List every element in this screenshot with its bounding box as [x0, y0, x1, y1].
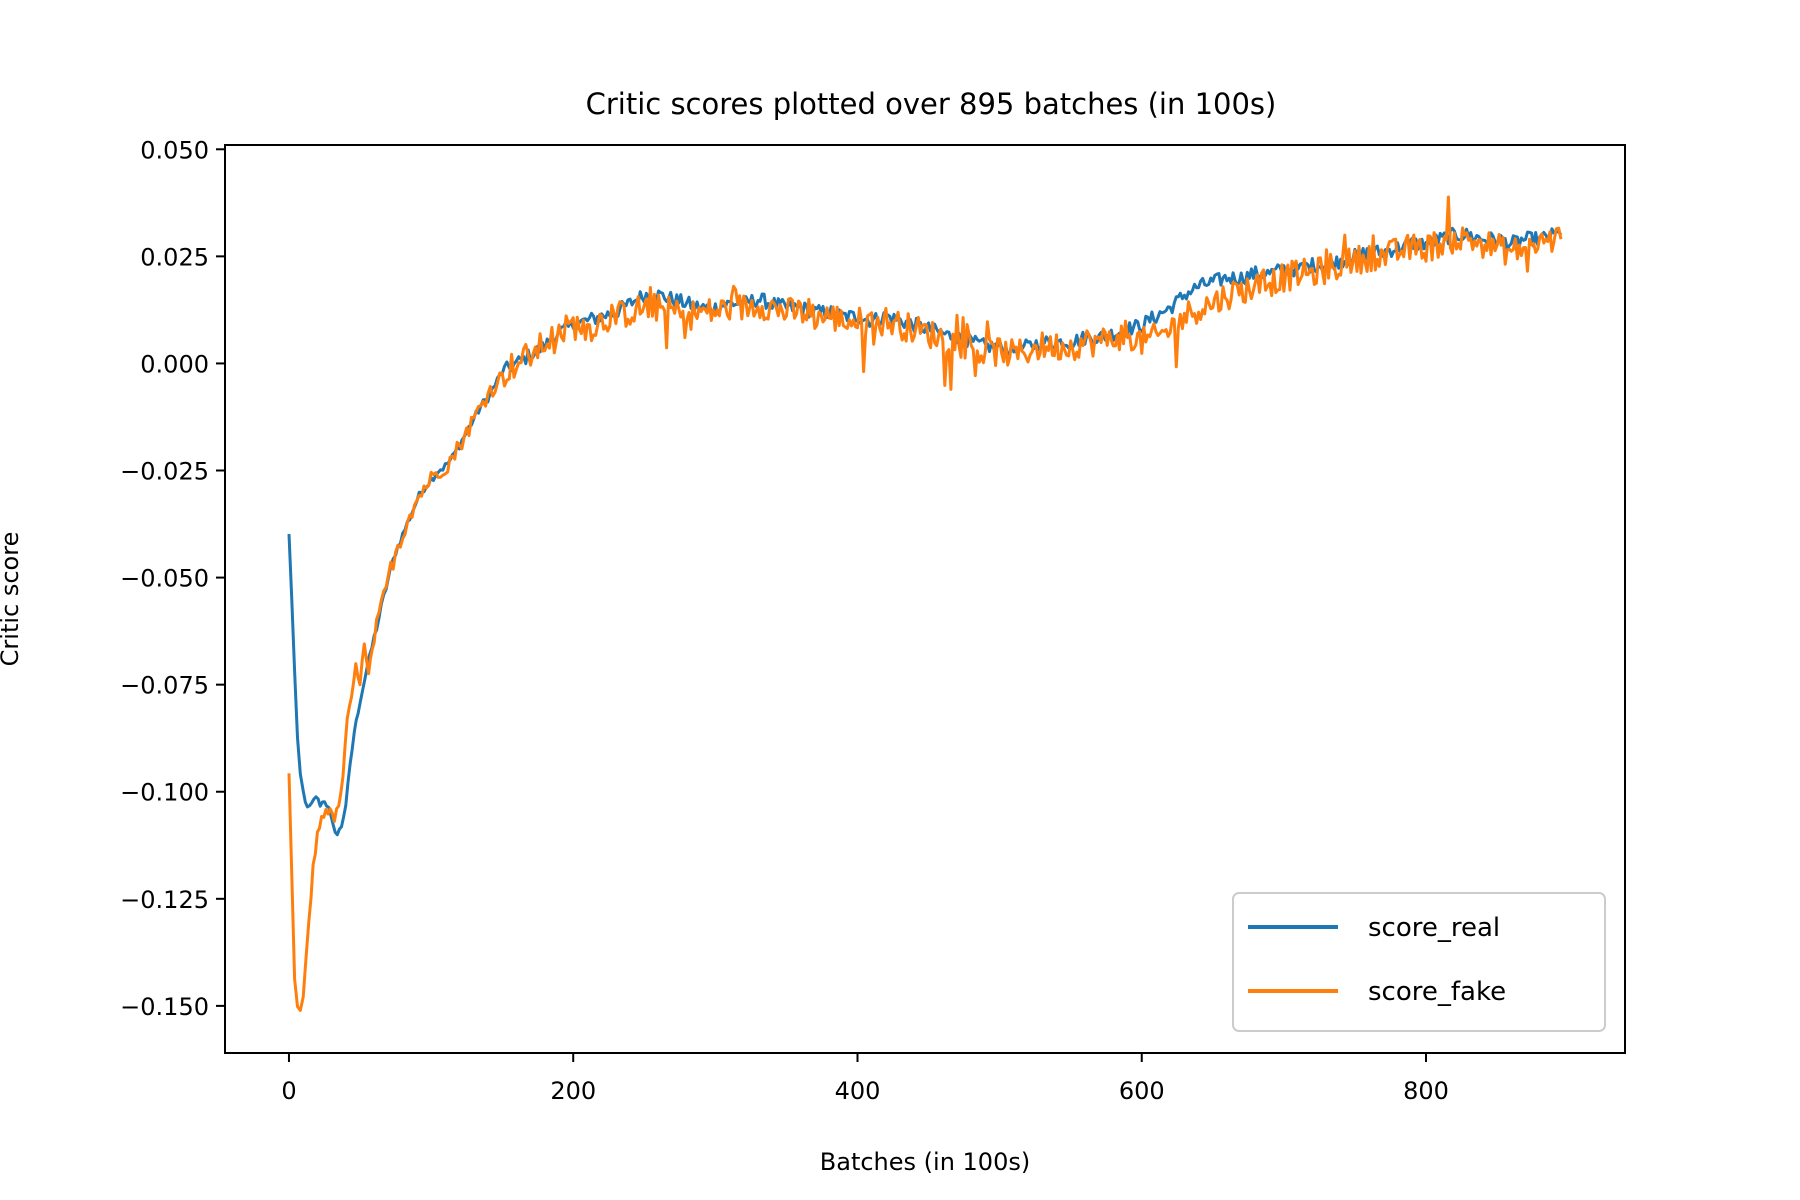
series-line-score-fake — [287, 195, 1563, 1012]
legend-label-score-fake: score_fake — [1368, 977, 1506, 1007]
y-tick-label: −0.150 — [120, 993, 209, 1021]
x-axis-label: Batches (in 100s) — [820, 1148, 1030, 1176]
y-tick-label: 0.050 — [140, 136, 209, 164]
y-axis: 0.050 0.025 0.000 −0.025 −0.050 −0.075 −0.100 −… — [120, 136, 225, 1021]
y-tick-label: 0.025 — [140, 243, 209, 271]
x-tick-label: 600 — [1119, 1077, 1165, 1105]
x-tick-label: 0 — [281, 1077, 296, 1105]
x-tick-label: 200 — [550, 1077, 596, 1105]
y-tick-label: 0.000 — [140, 350, 209, 378]
y-tick-label: −0.125 — [120, 886, 209, 914]
legend-label-score-real: score_real — [1368, 913, 1500, 943]
x-axis: 0 200 400 600 800 — [281, 1053, 1449, 1105]
series-layer — [287, 195, 1563, 1012]
y-tick-label: −0.075 — [120, 672, 209, 700]
x-tick-label: 800 — [1403, 1077, 1449, 1105]
series-line-score-real — [287, 226, 1563, 837]
x-tick-label: 400 — [835, 1077, 881, 1105]
plot-frame — [224, 144, 1626, 1054]
y-axis-label: Critic score — [0, 532, 24, 667]
y-tick-label: −0.025 — [120, 458, 209, 486]
y-tick-label: −0.100 — [120, 779, 209, 807]
y-tick-label: −0.050 — [120, 565, 209, 593]
legend: score_real score_fake — [1232, 892, 1606, 1032]
chart-title: Critic scores plotted over 895 batches (… — [586, 87, 1277, 121]
